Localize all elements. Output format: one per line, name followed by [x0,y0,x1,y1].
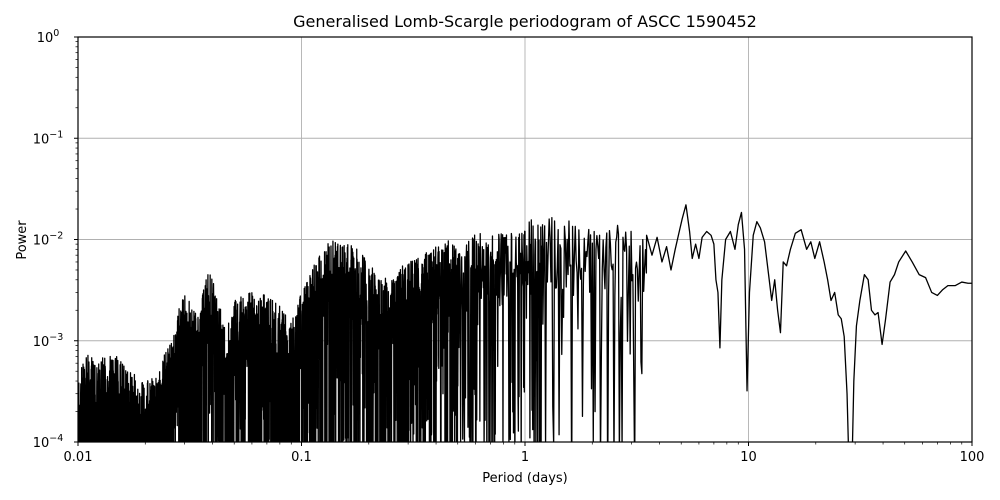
y-tick-label: 100 [37,28,60,46]
x-axis-tick-labels: 0.01 0.1 1 10 100 [64,450,985,465]
y-tick-label: 10−4 [33,433,64,451]
y-tick-label: 10−2 [33,231,64,249]
axis-ticks [74,36,973,446]
y-axis-tick-labels: 10−4 10−3 10−2 10−1 100 [33,28,64,451]
x-tick-label: 1 [521,450,529,465]
power-series-line [78,204,972,442]
y-tick-label: 10−3 [33,332,64,350]
x-tick-label: 100 [960,450,985,465]
chart-title: Generalised Lomb-Scargle periodogram of … [293,12,757,31]
x-tick-label: 0.01 [64,450,93,465]
x-tick-label: 0.1 [291,450,312,465]
x-axis-label: Period (days) [482,471,568,486]
periodogram-line [78,204,972,442]
y-tick-label: 10−1 [33,129,64,147]
x-tick-label: 10 [740,450,757,465]
y-axis-label: Power [15,220,30,260]
